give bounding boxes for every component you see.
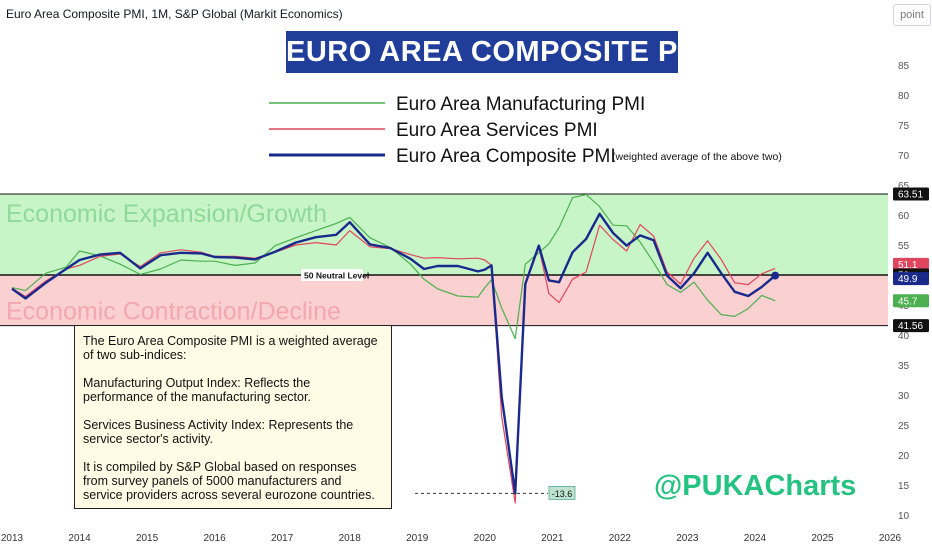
- price-label-63-51: 63.51: [898, 189, 923, 200]
- neutral-label-bg: [301, 269, 363, 281]
- x-tick-2026: 2026: [879, 533, 902, 544]
- price-label-bg-63-51: [893, 187, 929, 201]
- legend-label-composite: Euro Area Composite PMI: [396, 146, 616, 167]
- main-title: EURO AREA COMPOSITE PMI: [286, 31, 711, 73]
- price-label-51-1: 51.1: [898, 260, 918, 271]
- annotation-box: [548, 485, 576, 500]
- price-label-bg-49-9: [893, 272, 929, 286]
- x-tick-2023: 2023: [676, 533, 699, 544]
- series-composite-line: [11, 212, 776, 495]
- price-label-49-9: 49.9: [898, 274, 918, 285]
- composite-last-point: [771, 271, 780, 280]
- x-tick-2019: 2019: [406, 533, 429, 544]
- x-tick-2025: 2025: [811, 533, 834, 544]
- x-tick-2015: 2015: [136, 533, 159, 544]
- chart-symbol-title: Euro Area Composite PMI, 1M, S&P Global …: [6, 7, 343, 21]
- x-tick-2017: 2017: [271, 533, 294, 544]
- x-tick-2016: 2016: [203, 533, 226, 544]
- x-tick-2024: 2024: [744, 533, 767, 544]
- x-tick-2018: 2018: [339, 533, 362, 544]
- y-tick-55: 55: [898, 241, 910, 252]
- info-paragraph-1: The Euro Area Composite PMI is a weighte…: [83, 334, 378, 362]
- zone-label-expansion: Economic Expansion/Growth: [6, 200, 327, 228]
- y-tick-25: 25: [898, 421, 910, 432]
- series-services-line: [11, 224, 776, 504]
- watermark: @PUKACharts: [654, 470, 857, 502]
- y-tick-60: 60: [898, 211, 910, 222]
- info-box: The Euro Area Composite PMI is a weighte…: [74, 325, 392, 509]
- legend-label-manufacturing: Euro Area Manufacturing PMI: [396, 94, 645, 115]
- y-tick-80: 80: [898, 91, 910, 102]
- price-label-bg-45-7: [893, 294, 929, 308]
- annotation-label: -13.6: [552, 489, 573, 499]
- price-label-41-56: 41.56: [898, 321, 923, 332]
- unit-button[interactable]: point: [893, 4, 931, 26]
- y-tick-30: 30: [898, 391, 910, 402]
- y-tick-40: 40: [898, 331, 910, 342]
- y-tick-35: 35: [898, 361, 910, 372]
- y-tick-10: 10: [898, 511, 910, 522]
- x-tick-2022: 2022: [609, 533, 632, 544]
- info-paragraph-4: It is compiled by S&P Global based on re…: [83, 460, 375, 502]
- zone-label-contraction: Economic Contraction/Decline: [6, 298, 341, 326]
- price-label-bg-41-56: [893, 319, 929, 333]
- neutral-label: 50 Neutral Level: [304, 271, 369, 281]
- series-manufacturing-line: [11, 194, 776, 340]
- x-tick-2014: 2014: [68, 533, 91, 544]
- y-tick-15: 15: [898, 481, 910, 492]
- y-tick-70: 70: [898, 151, 910, 162]
- y-tick-85: 85: [898, 61, 910, 72]
- x-tick-2013: 2013: [1, 533, 24, 544]
- legend-note-composite: (weighted average of the above two): [612, 151, 782, 163]
- x-tick-2020: 2020: [474, 533, 497, 544]
- y-tick-20: 20: [898, 451, 910, 462]
- y-tick-75: 75: [898, 121, 910, 132]
- info-paragraph-2: Manufacturing Output Index: Reflects the…: [83, 376, 311, 404]
- price-label-45-7: 45.7: [898, 296, 918, 307]
- price-label-bg-51-1: [893, 257, 929, 271]
- legend-label-services: Euro Area Services PMI: [396, 120, 598, 141]
- y-tick-65: 65: [898, 181, 910, 192]
- info-paragraph-3: Services Business Activity Index: Repres…: [83, 418, 354, 446]
- x-tick-2021: 2021: [541, 533, 564, 544]
